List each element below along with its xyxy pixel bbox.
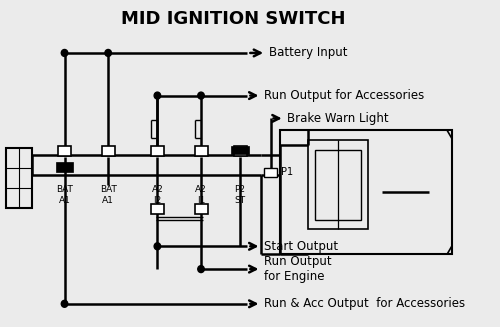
Bar (194, 146, 207, 156)
Text: P2
ST: P2 ST (234, 185, 246, 205)
Text: Battery Input: Battery Input (269, 46, 347, 60)
Bar (102, 146, 114, 156)
Bar (6, 148, 32, 208)
Circle shape (154, 243, 160, 250)
Circle shape (105, 49, 112, 57)
Text: BAT
A1: BAT A1 (56, 185, 73, 205)
Bar (280, 130, 452, 254)
Bar (56, 162, 73, 172)
Bar (230, 146, 250, 154)
Text: Run Output for Accessories: Run Output for Accessories (264, 89, 424, 102)
Bar (234, 146, 246, 156)
Bar (315, 150, 360, 219)
Text: Run & Acc Output  for Accessories: Run & Acc Output for Accessories (264, 297, 466, 310)
Bar (308, 140, 368, 230)
Text: Start Output: Start Output (264, 240, 338, 253)
Text: Run Output
for Engine: Run Output for Engine (264, 255, 332, 283)
Bar (151, 204, 164, 214)
Bar (194, 204, 207, 214)
Circle shape (198, 92, 204, 99)
Text: A2
I2: A2 I2 (152, 185, 164, 205)
Bar (151, 146, 164, 156)
Text: Brake Warn Light: Brake Warn Light (288, 112, 389, 125)
Text: MID IGNITION SWITCH: MID IGNITION SWITCH (122, 10, 346, 28)
Circle shape (62, 49, 68, 57)
Bar (264, 168, 277, 177)
Text: BAT
A1: BAT A1 (100, 185, 116, 205)
Circle shape (154, 92, 160, 99)
Text: P1: P1 (281, 167, 293, 177)
Text: A2
I1: A2 I1 (195, 185, 207, 205)
Circle shape (198, 266, 204, 273)
Bar (58, 146, 71, 156)
Circle shape (62, 300, 68, 307)
